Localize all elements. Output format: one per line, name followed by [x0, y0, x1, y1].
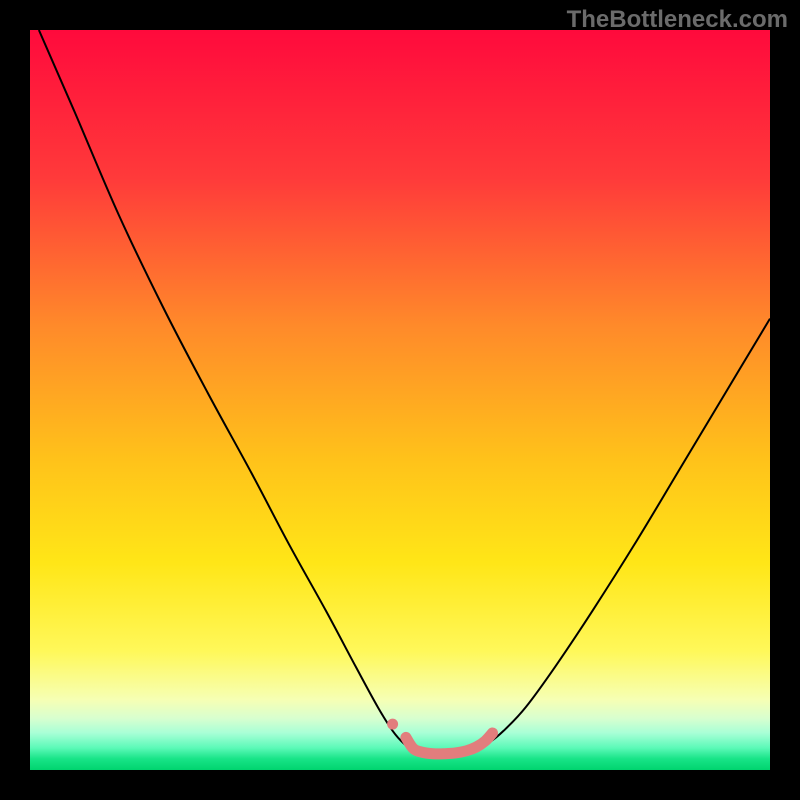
- highlight-start-dot: [387, 719, 398, 730]
- chart-container: TheBottleneck.com: [0, 0, 800, 800]
- plot-background: [30, 30, 770, 770]
- bottleneck-chart: [0, 0, 800, 800]
